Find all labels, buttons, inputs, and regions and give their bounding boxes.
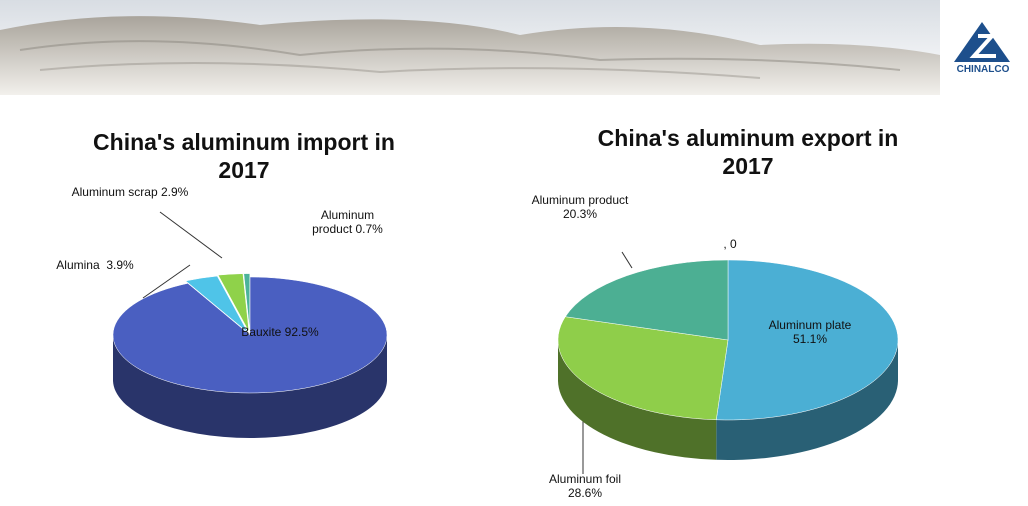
pie-slice — [217, 273, 250, 332]
data-label: Aluminum product 0.7% — [300, 208, 395, 236]
pie-tops — [557, 259, 899, 421]
chart-title: China's aluminum export in 2017 — [597, 125, 899, 179]
data-label: Alumina 3.9% — [40, 258, 150, 272]
logo-text: CHINALCO — [956, 64, 1010, 75]
data-label: Aluminum foil 28.6% — [540, 472, 630, 500]
pie-slice — [557, 316, 729, 421]
pie-slice — [564, 259, 729, 341]
data-label-value: 3.9% — [106, 258, 134, 272]
data-label-category: Aluminum product — [531, 193, 629, 207]
data-label-category: Aluminum scrap — [71, 185, 158, 199]
data-label-category: Bauxite — [241, 325, 282, 339]
data-label-value: 2.9% — [161, 185, 189, 199]
data-label-value: 0.7% — [355, 222, 383, 236]
banner — [0, 0, 940, 95]
data-label-value: , 0 — [723, 237, 737, 251]
pie-tops — [112, 273, 388, 394]
logo-mark — [942, 8, 1022, 88]
pie-sides — [558, 340, 898, 460]
data-label: Aluminum scrap 2.9% — [70, 185, 190, 199]
data-label-category: Aluminum foil — [548, 472, 622, 486]
data-label-category: Aluminum plate — [768, 318, 852, 332]
pie-slice — [185, 275, 249, 333]
data-label: Bauxite 92.5% — [240, 325, 320, 339]
leader-lines — [142, 211, 633, 474]
data-label-category: Aluminum product — [312, 208, 375, 236]
chart-title: China's aluminum import in 2017 — [93, 129, 395, 183]
pie-slice — [112, 276, 388, 394]
data-label: Aluminum plate 51.1% — [750, 318, 870, 346]
pie-sides — [113, 335, 387, 438]
pie-slice-side — [113, 335, 387, 438]
pie-slice-side — [558, 340, 717, 460]
data-label-value: 92.5% — [284, 325, 319, 339]
pie-slice — [243, 273, 251, 332]
data-label: Aluminum product 20.3% — [530, 193, 630, 221]
data-label-value: 28.6% — [567, 486, 603, 500]
data-label-category: Alumina — [56, 258, 100, 272]
pie-slice-side — [716, 340, 898, 460]
data-label-value: 51.1% — [792, 332, 828, 346]
data-label-value: 20.3% — [562, 207, 598, 221]
data-label: , 0 — [710, 237, 750, 251]
pie-slice — [715, 259, 899, 421]
